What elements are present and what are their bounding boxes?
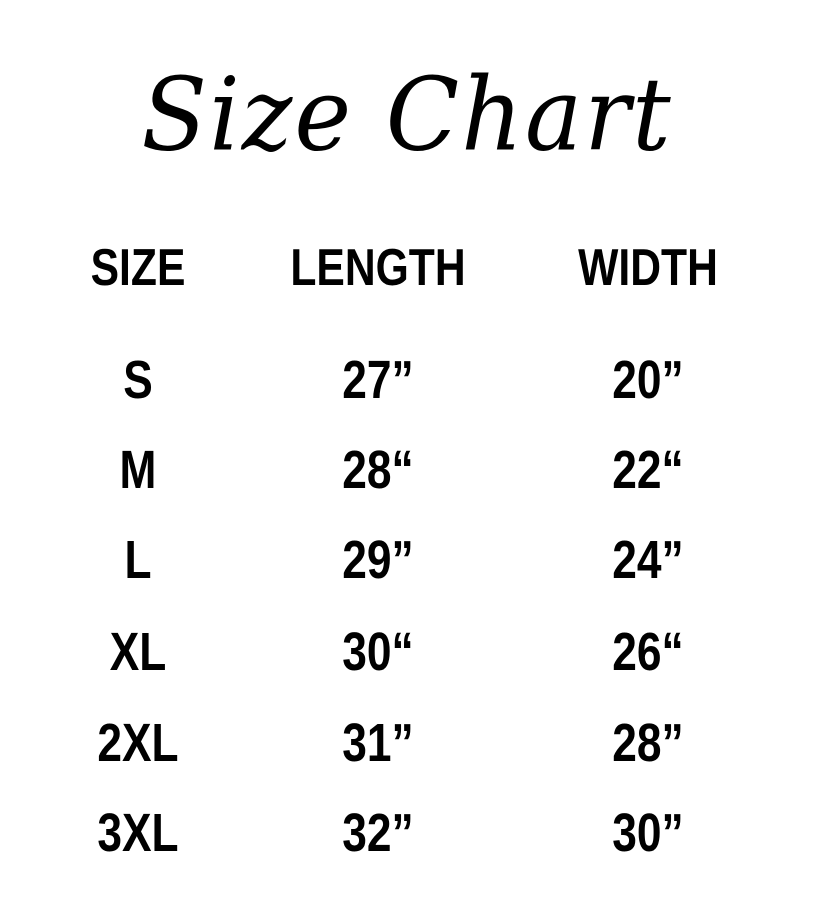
- row-size: 2XL: [97, 713, 179, 773]
- row-width: 28”: [612, 713, 684, 773]
- row-length: 28“: [342, 440, 414, 500]
- row-width: 26“: [612, 622, 684, 682]
- row-size: 3XL: [97, 803, 179, 863]
- header-width: WIDTH: [578, 239, 718, 297]
- row-length: 29”: [342, 530, 414, 590]
- row-length: 30“: [342, 622, 414, 682]
- row-length: 27”: [342, 350, 414, 410]
- row-size: S: [123, 350, 153, 410]
- row-width: 22“: [612, 440, 684, 500]
- row-size: L: [124, 530, 152, 590]
- row-size: XL: [109, 622, 167, 682]
- header-size: SIZE: [90, 239, 186, 297]
- page-title: Size Chart: [141, 56, 673, 174]
- row-length: 31”: [342, 713, 414, 773]
- header-length: LENGTH: [290, 239, 466, 297]
- row-width: 20”: [612, 350, 684, 410]
- row-length: 32”: [342, 803, 414, 863]
- row-width: 24”: [612, 530, 684, 590]
- row-size: M: [119, 440, 157, 500]
- row-width: 30”: [612, 803, 684, 863]
